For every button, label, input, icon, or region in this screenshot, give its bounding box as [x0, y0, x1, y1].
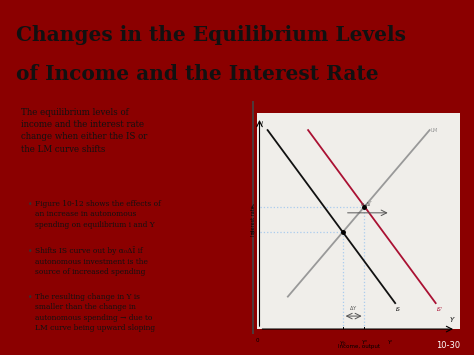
Text: i: i [261, 121, 263, 127]
Text: •: • [13, 108, 19, 118]
Text: Income, output: Income, output [337, 344, 380, 349]
Text: The resulting change in Y is
smaller than the change in
autonomous spending → du: The resulting change in Y is smaller tha… [35, 293, 155, 332]
Text: 10-30: 10-30 [436, 340, 460, 350]
Text: •: • [27, 200, 32, 209]
Text: •: • [27, 246, 32, 256]
Text: $Y_0$: $Y_0$ [339, 339, 346, 348]
Text: IS: IS [396, 307, 401, 312]
Text: $\Delta Y$: $\Delta Y$ [349, 304, 358, 312]
Text: •: • [27, 293, 32, 302]
Text: Y: Y [450, 317, 454, 323]
Text: LM: LM [430, 127, 438, 133]
Text: $i_0$: $i_0$ [250, 228, 255, 236]
Text: Changes in the Equilibrium Levels: Changes in the Equilibrium Levels [16, 25, 406, 45]
Text: Interest rate: Interest rate [251, 206, 256, 236]
Text: Figure 10-12 shows the effects of
an increase in autonomous
spending on equilibr: Figure 10-12 shows the effects of an inc… [35, 200, 160, 229]
Text: The equilibrium levels of
income and the interest rate
change when either the IS: The equilibrium levels of income and the… [21, 108, 147, 154]
Text: IS': IS' [437, 307, 443, 312]
Text: $i'$: $i'$ [251, 202, 255, 211]
Text: Shifts IS curve out by α₀ΔĪ if
autonomous investment is the
source of increased : Shifts IS curve out by α₀ΔĪ if autonomou… [35, 246, 147, 276]
Text: $Y'$: $Y'$ [387, 339, 394, 347]
Text: of Income and the Interest Rate: of Income and the Interest Rate [16, 64, 379, 84]
Text: 0: 0 [256, 338, 259, 343]
Text: $Y''$: $Y''$ [361, 339, 368, 347]
Text: $\alpha_0\Delta\bar{I}$: $\alpha_0\Delta\bar{I}$ [360, 201, 373, 210]
